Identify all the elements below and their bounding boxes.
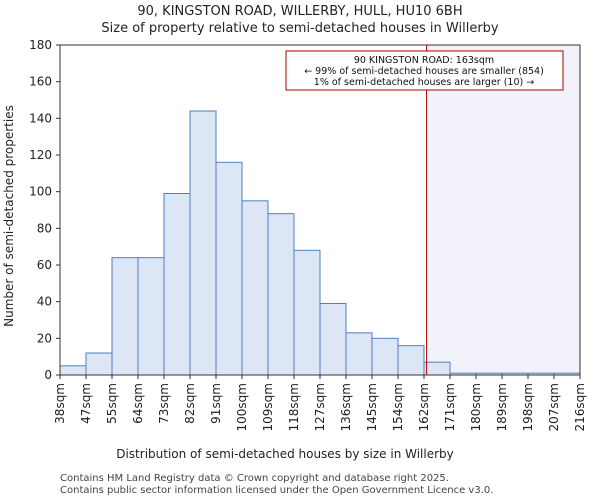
- x-tick-label: 171sqm: [443, 383, 457, 431]
- y-tick-label: 120: [29, 148, 52, 162]
- y-tick-label: 140: [29, 111, 52, 125]
- bar-55sqm: [111, 257, 139, 376]
- y-tick-label: 20: [37, 331, 52, 345]
- x-tick-label: 100sqm: [235, 383, 249, 431]
- y-tick-label: 180: [29, 38, 52, 52]
- x-tick-label: 216sqm: [573, 383, 587, 431]
- bar-47sqm: [85, 352, 113, 376]
- y-tick-label: 100: [29, 185, 52, 199]
- annotation-line-1: 90 KINGSTON ROAD: 163sqm: [354, 55, 494, 66]
- x-tick-label: 154sqm: [391, 383, 405, 431]
- x-tick-label: 64sqm: [131, 383, 145, 424]
- bar-73sqm: [163, 193, 191, 376]
- footer-line-2: Contains public sector information licen…: [60, 485, 494, 496]
- bar-127sqm: [319, 303, 347, 376]
- x-tick-label: 38sqm: [53, 383, 67, 424]
- bar-162sqm: [423, 361, 451, 376]
- larger-region-highlight: [426, 45, 580, 375]
- bar-64sqm: [137, 257, 165, 376]
- chart-title: 90, KINGSTON ROAD, WILLERBY, HULL, HU10 …: [137, 4, 463, 19]
- y-tick-label: 60: [37, 258, 52, 272]
- x-tick-label: 207sqm: [547, 383, 561, 431]
- y-tick-label: 40: [37, 295, 52, 309]
- x-tick-label: 198sqm: [521, 383, 535, 431]
- bar-91sqm: [215, 161, 243, 376]
- x-tick-label: 180sqm: [469, 383, 483, 431]
- bar-154sqm: [397, 345, 425, 376]
- bar-118sqm: [293, 249, 321, 376]
- y-tick-label: 0: [44, 368, 52, 382]
- y-tick-label: 80: [37, 221, 52, 235]
- bar-109sqm: [267, 213, 295, 376]
- annotation-frame: [285, 50, 564, 91]
- x-tick-label: 82sqm: [183, 383, 197, 424]
- x-tick-label: 91sqm: [209, 383, 223, 424]
- x-tick-label: 162sqm: [417, 383, 431, 431]
- annotation-line-2: ← 99% of semi-detached houses are smalle…: [304, 66, 544, 77]
- bar-82sqm: [189, 110, 217, 376]
- x-tick-label: 189sqm: [495, 383, 509, 431]
- x-tick-label: 73sqm: [157, 383, 171, 424]
- y-axis-label: Number of semi-detached properties: [2, 105, 16, 327]
- x-axis-label: Distribution of semi-detached houses by …: [116, 447, 454, 461]
- x-tick-label: 136sqm: [339, 383, 353, 431]
- bar-38sqm: [59, 365, 87, 376]
- bar-100sqm: [241, 200, 269, 376]
- x-tick-label: 47sqm: [79, 383, 93, 424]
- bar-136sqm: [345, 332, 373, 376]
- x-tick-label: 55sqm: [105, 383, 119, 424]
- x-tick-label: 109sqm: [261, 383, 275, 431]
- x-tick-label: 127sqm: [313, 383, 327, 431]
- bar-145sqm: [371, 337, 399, 376]
- x-tick-label: 145sqm: [365, 383, 379, 431]
- chart-subtitle: Size of property relative to semi-detach…: [101, 21, 499, 36]
- footer-line-1: Contains HM Land Registry data © Crown c…: [60, 473, 449, 484]
- annotation-box: 90 KINGSTON ROAD: 163sqm ← 99% of semi-d…: [285, 50, 564, 91]
- x-tick-label: 118sqm: [287, 383, 301, 431]
- plot-frame: [59, 44, 581, 376]
- y-tick-label: 160: [29, 75, 52, 89]
- annotation-line-3: 1% of semi-detached houses are larger (1…: [314, 77, 534, 88]
